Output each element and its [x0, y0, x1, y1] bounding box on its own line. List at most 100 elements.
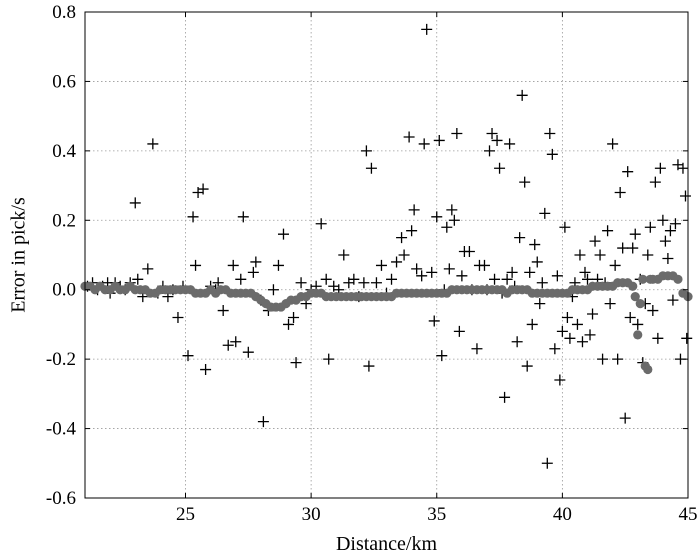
dot-point [635, 299, 645, 309]
plot-area [80, 23, 693, 469]
y-tick-label: 0.0 [52, 280, 76, 301]
plus-point [644, 221, 656, 233]
plus-point [360, 145, 372, 157]
plus-point [587, 308, 599, 320]
plus-point [679, 190, 691, 202]
plus-point [187, 211, 199, 223]
plus-point [348, 273, 360, 285]
dot-point [638, 274, 648, 284]
plus-point [147, 138, 159, 150]
plus-point [681, 332, 693, 344]
plus-point [358, 277, 370, 289]
x-tick-label: 40 [553, 504, 572, 525]
plus-point [514, 232, 526, 244]
plus-point [536, 277, 548, 289]
plus-point [363, 360, 375, 372]
plus-point [277, 228, 289, 240]
plus-point [433, 134, 445, 146]
plus-point [589, 235, 601, 247]
dot-point [643, 364, 653, 375]
plus-point [662, 252, 674, 264]
plus-point [227, 259, 239, 271]
y-tick-label: 0.8 [52, 2, 76, 23]
x-axis-label: Distance/km [336, 533, 438, 555]
plus-point [629, 228, 641, 240]
plus-point [200, 364, 212, 376]
plus-point [295, 277, 307, 289]
plus-point [659, 235, 671, 247]
plus-point [642, 249, 654, 261]
plus-point [456, 270, 468, 282]
plus-point [539, 207, 551, 219]
plus-point [431, 211, 443, 223]
plus-point [288, 311, 300, 323]
plus-point [529, 239, 541, 251]
plus-point [627, 242, 639, 254]
plus-point [172, 311, 184, 323]
plus-point [649, 176, 661, 188]
plus-point [602, 225, 614, 237]
plus-point [564, 332, 576, 344]
dot-point [673, 274, 683, 284]
x-tick-label: 35 [427, 504, 446, 525]
plus-point [436, 350, 448, 362]
plus-point [272, 259, 284, 271]
x-axis-ticks: 25 30 35 40 45 [176, 12, 698, 525]
plus-point [519, 176, 531, 188]
plus-point [237, 211, 249, 223]
plus-point [257, 416, 269, 428]
plus-point [667, 294, 679, 306]
plus-point [559, 221, 571, 233]
dot-point [633, 330, 643, 340]
plus-point [230, 336, 242, 348]
plus-point [235, 273, 247, 285]
plus-point [448, 214, 460, 226]
plus-point [323, 353, 335, 365]
plus-point [654, 162, 666, 174]
plus-point [584, 329, 596, 341]
plus-point [647, 305, 659, 317]
dot-series [80, 271, 693, 375]
x-tick-label: 25 [176, 504, 195, 525]
plus-point [574, 249, 586, 261]
plus-point [652, 332, 664, 344]
plus-point [406, 225, 418, 237]
plus-point [504, 138, 516, 150]
plus-point [597, 353, 609, 365]
plus-point [441, 221, 453, 233]
plus-point [486, 128, 498, 139]
plus-point [491, 134, 503, 146]
plus-point [283, 318, 295, 330]
plus-point [521, 360, 533, 372]
plus-point [446, 204, 458, 216]
plus-point [290, 357, 302, 369]
plus-point [451, 128, 463, 139]
plus-point [576, 336, 588, 348]
plus-point [250, 256, 262, 268]
plus-point [609, 259, 621, 271]
plus-point [489, 273, 501, 285]
plus-point [554, 374, 566, 386]
plus-point [571, 318, 583, 330]
plus-point [375, 259, 387, 271]
plus-point [247, 266, 259, 278]
plus-point [622, 166, 634, 178]
y-tick-label: -0.2 [46, 349, 76, 370]
plus-point [217, 305, 229, 317]
plus-point [411, 263, 423, 275]
plus-point [549, 343, 561, 355]
plus-point [386, 273, 398, 285]
plus-point [561, 311, 573, 323]
plus-point [544, 128, 556, 139]
plus-point [471, 343, 483, 355]
dot-point [628, 281, 638, 291]
plus-point [190, 259, 202, 271]
plus-point [222, 339, 234, 351]
plus-point [320, 273, 332, 285]
plus-point [501, 273, 513, 285]
plus-point [494, 162, 506, 174]
plus-point [426, 266, 438, 278]
plus-point [391, 256, 403, 268]
y-axis-ticks: -0.6 -0.4 -0.2 0.0 0.2 0.4 0.6 0.8 [46, 2, 688, 509]
